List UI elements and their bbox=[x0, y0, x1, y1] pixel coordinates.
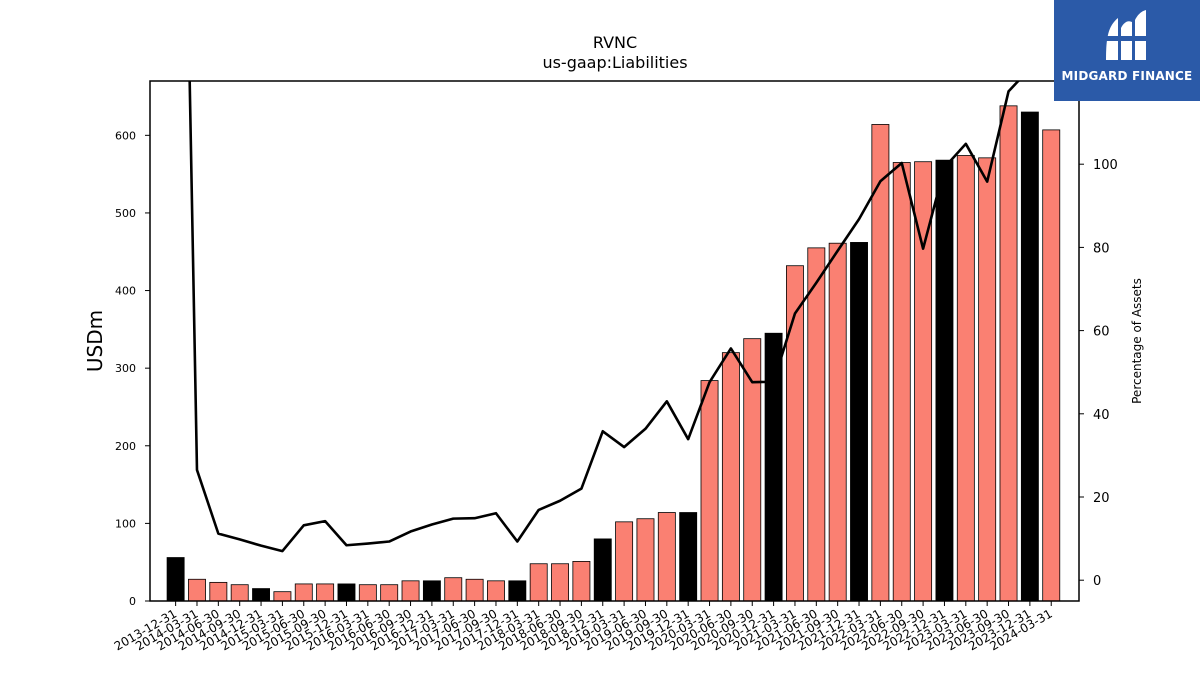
line-layer bbox=[188, 81, 1021, 553]
bar-2015-09-30 bbox=[316, 583, 335, 602]
bar-2014-12-31 bbox=[252, 588, 270, 602]
bar-2013-12-31 bbox=[166, 557, 185, 602]
bar-2022-06-30 bbox=[892, 162, 911, 602]
bar-2023-03-31 bbox=[956, 155, 975, 602]
bars-layer bbox=[166, 105, 1061, 602]
bar-2017-12-31 bbox=[508, 580, 527, 602]
bar-2018-09-30 bbox=[572, 561, 591, 602]
axes-layer: 01002003004005006000204060801002013-12-3… bbox=[112, 80, 1118, 653]
bar-2023-09-30 bbox=[999, 105, 1018, 602]
plot-frame bbox=[149, 80, 1080, 602]
bar-2019-06-30 bbox=[636, 518, 655, 602]
y-axis-left-label: USDm bbox=[83, 310, 107, 372]
y-right-tick-label-80: 80 bbox=[1093, 241, 1110, 256]
y-left-tick-label-400: 400 bbox=[115, 285, 136, 298]
bar-2024-03-31 bbox=[1042, 129, 1061, 602]
y-right-tick-label-20: 20 bbox=[1093, 491, 1110, 506]
y-right-tick-label-40: 40 bbox=[1093, 408, 1110, 423]
chart-subtitle: us-gaap:Liabilities bbox=[542, 53, 687, 72]
bar-2023-12-31 bbox=[1020, 111, 1039, 602]
logo-text: MIDGARD FINANCE bbox=[1061, 69, 1193, 83]
bar-2021-12-31 bbox=[850, 242, 868, 602]
bar-2019-09-30 bbox=[657, 512, 676, 602]
bar-2016-09-30 bbox=[401, 580, 420, 602]
bar-2021-09-30 bbox=[828, 242, 847, 602]
bar-2020-09-30 bbox=[743, 338, 762, 602]
bar-2014-06-30 bbox=[209, 581, 228, 602]
y-right-tick-label-100: 100 bbox=[1093, 158, 1118, 173]
bar-2019-03-31 bbox=[615, 521, 634, 602]
bar-2016-06-30 bbox=[380, 584, 399, 602]
bar-2022-12-31 bbox=[935, 159, 954, 602]
bar-2014-09-30 bbox=[230, 584, 249, 602]
y-left-tick-label-300: 300 bbox=[115, 362, 136, 375]
bar-2018-06-30 bbox=[551, 563, 569, 602]
y-left-tick-label-600: 600 bbox=[115, 129, 136, 142]
bar-2020-06-30 bbox=[721, 352, 740, 602]
bar-2017-09-30 bbox=[487, 580, 505, 602]
bar-2020-03-31 bbox=[700, 380, 719, 602]
bar-2015-03-31 bbox=[273, 591, 292, 602]
chart-title: RVNC bbox=[593, 33, 637, 52]
y-left-tick-label-100: 100 bbox=[115, 517, 136, 530]
bar-2017-06-30 bbox=[465, 578, 484, 602]
percentage-of-assets-line bbox=[188, 81, 1021, 553]
y-left-tick-label-0: 0 bbox=[129, 595, 136, 608]
bar-2015-12-31 bbox=[337, 583, 356, 602]
bar-2018-03-31 bbox=[529, 563, 548, 602]
bar-2016-03-31 bbox=[358, 584, 377, 602]
bar-2014-03-31 bbox=[188, 578, 206, 602]
y-right-tick-label-0: 0 bbox=[1093, 574, 1101, 589]
bar-2017-03-31 bbox=[444, 577, 463, 602]
y-right-tick-label-60: 60 bbox=[1093, 325, 1110, 340]
y-axis-right-label: Percentage of Assets bbox=[1130, 278, 1144, 404]
y-left-tick-label-200: 200 bbox=[115, 440, 136, 453]
bar-2018-12-31 bbox=[593, 538, 612, 602]
bar-2022-03-31 bbox=[871, 124, 890, 602]
midgard-finance-logo: MIDGARD FINANCE bbox=[1054, 0, 1200, 101]
bar-2019-12-31 bbox=[679, 512, 698, 602]
bar-2021-06-30 bbox=[807, 247, 826, 602]
bar-2023-06-30 bbox=[978, 157, 997, 602]
bar-2016-12-31 bbox=[422, 580, 441, 602]
midgard-logo-icon bbox=[1104, 10, 1148, 60]
bar-2020-12-31 bbox=[764, 332, 783, 602]
bar-2015-06-30 bbox=[294, 583, 313, 602]
y-left-tick-label-500: 500 bbox=[115, 207, 136, 220]
